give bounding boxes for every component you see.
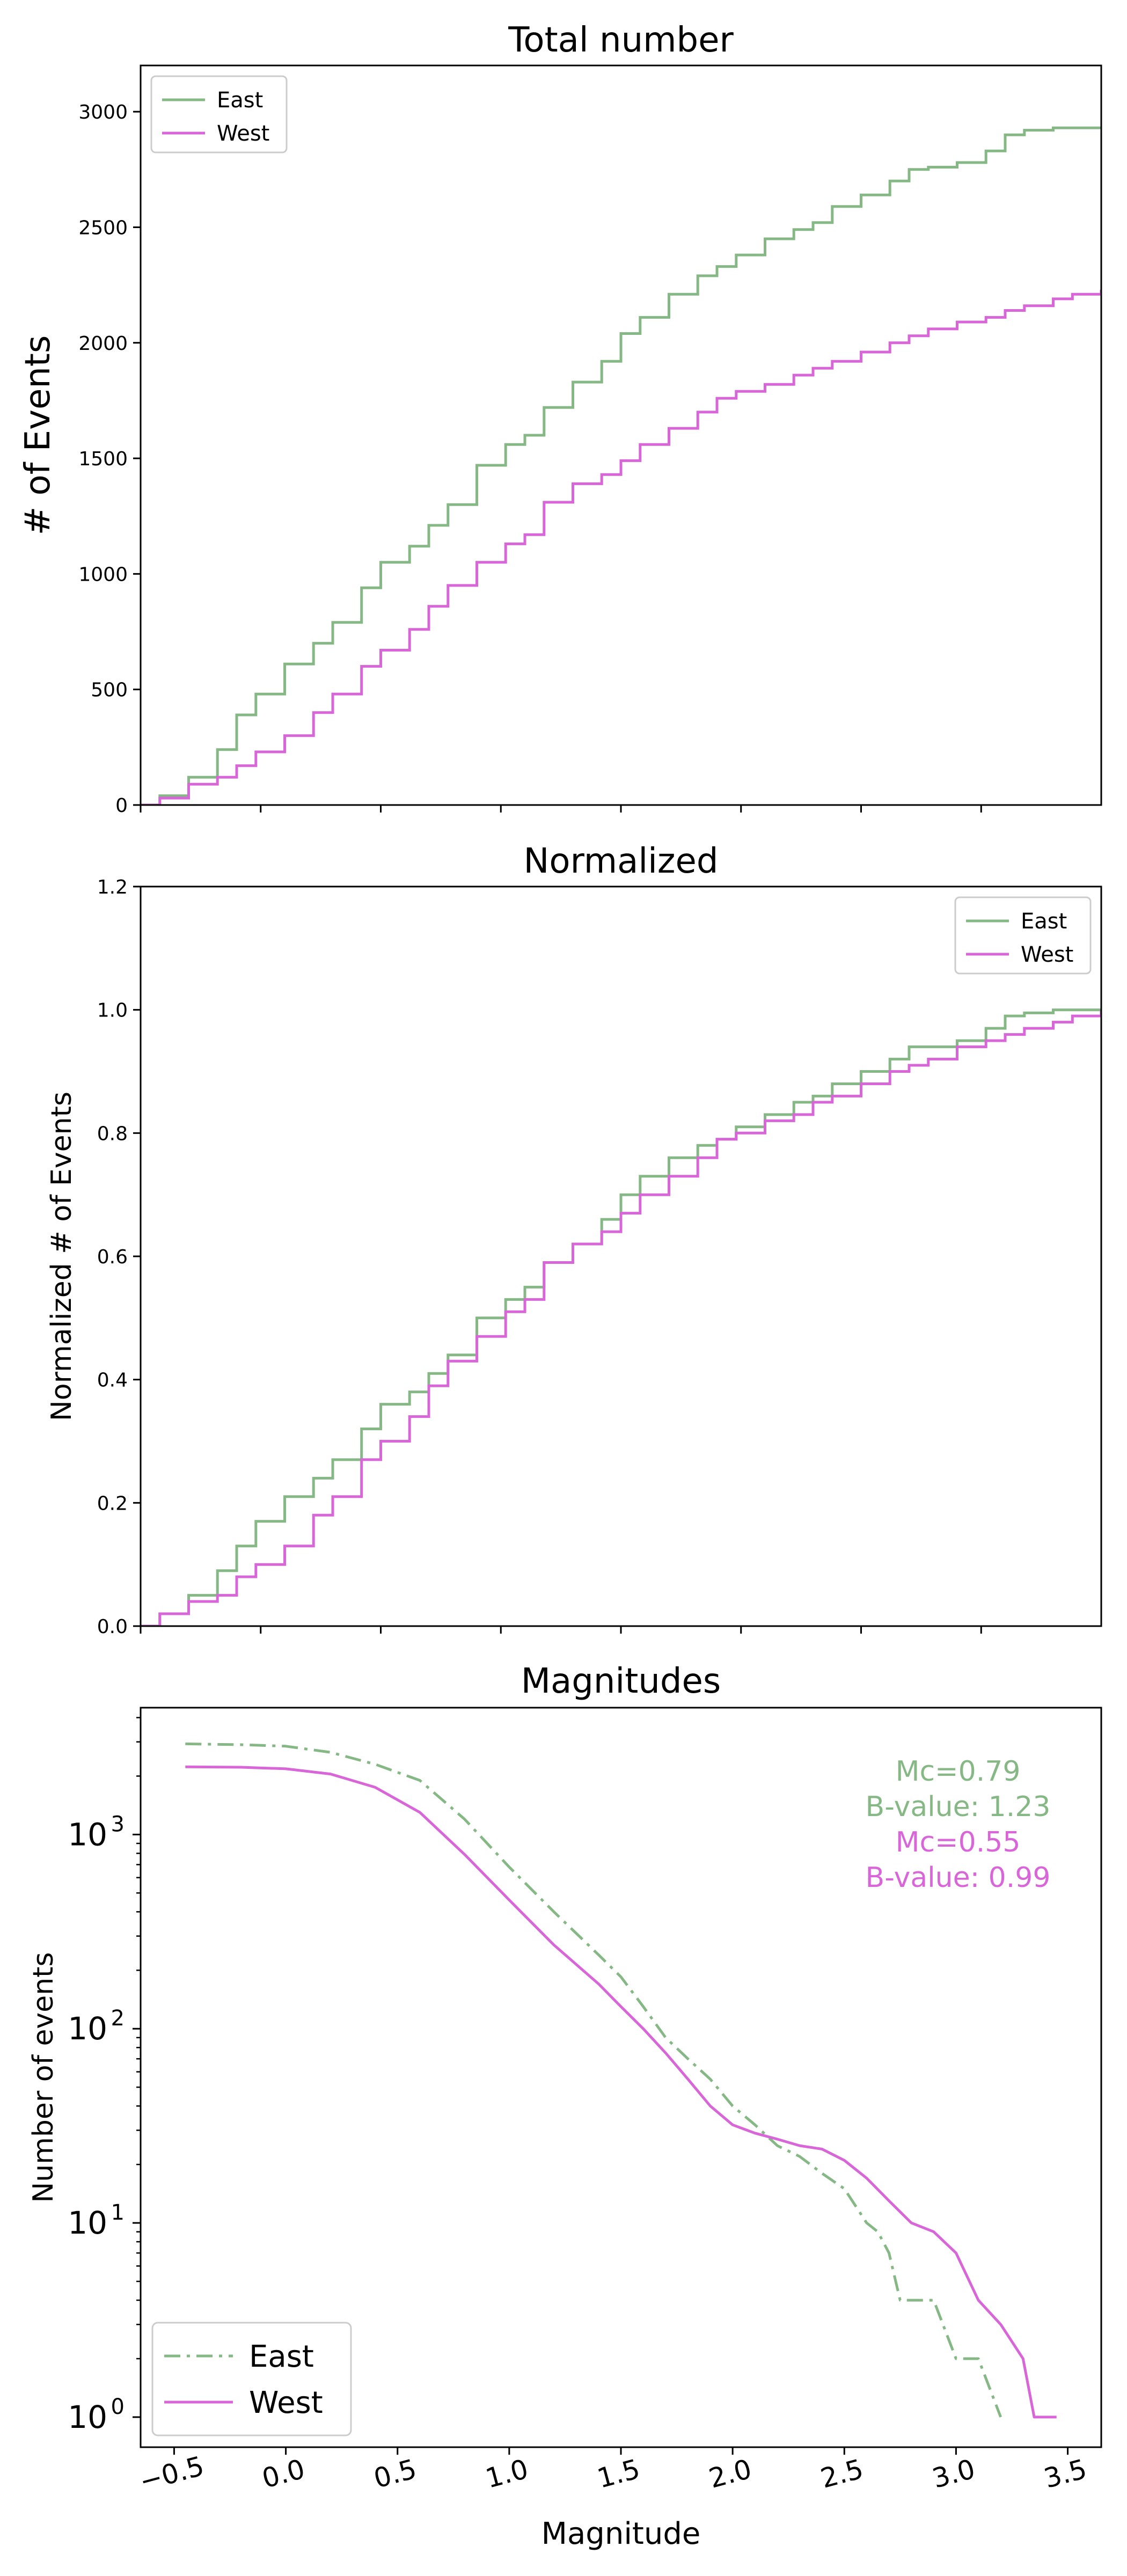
legend: East West xyxy=(954,896,1092,975)
y-tick-label: 10 3 xyxy=(68,1812,125,1853)
x-tick-label: 0.0 xyxy=(259,2453,308,2494)
series-line-east xyxy=(141,1008,1101,1626)
y-axis-label: Normalized # of Events xyxy=(46,1092,78,1421)
x-tick-label: 2.5 xyxy=(817,2453,867,2494)
annotation-text: Mc=0.55 xyxy=(896,1826,1021,1858)
y-tick-exp: 3 xyxy=(111,1812,125,1836)
x-tick-label: −0.5 xyxy=(136,2450,207,2497)
series-lines xyxy=(141,1008,1101,1626)
annotation-text: B-value: 0.99 xyxy=(866,1862,1051,1894)
x-tick-label: 3.0 xyxy=(929,2453,978,2494)
y-axis-label: Number of events xyxy=(27,1952,60,2202)
x-tick-label: 0.5 xyxy=(370,2453,420,2494)
y-tick-label: 1.0 xyxy=(97,1000,128,1022)
legend-box xyxy=(151,2322,352,2436)
y-tick-exp: 1 xyxy=(111,2200,125,2225)
y-tick-label: 2000 xyxy=(78,333,128,355)
y-tick-label: 0.4 xyxy=(97,1370,128,1392)
series-line-west xyxy=(141,289,1101,805)
y-tick-base: 10 xyxy=(68,2010,107,2047)
x-tick-label: 2.0 xyxy=(706,2453,755,2494)
y-tick-base: 10 xyxy=(68,2399,107,2435)
y-tick-base: 10 xyxy=(68,1816,107,1853)
y-tick-label: 2500 xyxy=(78,217,128,239)
x-axis-label: Magnitude xyxy=(541,2516,701,2551)
series-line-west xyxy=(141,1009,1101,1626)
y-axis-label: # of Events xyxy=(18,335,58,536)
y-tick-label: 3000 xyxy=(78,101,128,123)
series-lines xyxy=(141,126,1101,805)
legend-label-west: West xyxy=(217,121,269,146)
series-line-east xyxy=(141,126,1101,805)
annotation-text: B-value: 1.23 xyxy=(866,1791,1051,1823)
panel-title: Normalized xyxy=(524,841,719,881)
legend: East West xyxy=(150,75,288,153)
y-tick-label: 500 xyxy=(91,679,128,701)
panel-normalized: 0.0 0.2 0.4 0.6 0.8 1.0 1.2 Normalized Normalize… xyxy=(46,841,1102,1638)
series-line-east xyxy=(185,1742,1002,2418)
y-tick-label: 0.2 xyxy=(97,1492,128,1514)
y-tick-label: 1500 xyxy=(78,448,128,470)
y-tick-label: 0.8 xyxy=(97,1123,128,1145)
legend-label-west: West xyxy=(1021,942,1073,967)
x-tick-label: 1.0 xyxy=(482,2453,532,2494)
y-tick-label: 0 xyxy=(115,795,128,817)
x-tick-label: 1.5 xyxy=(594,2453,643,2494)
y-tick-exp: 0 xyxy=(111,2395,125,2419)
y-tick-label: 0.0 xyxy=(97,1616,128,1638)
panel-total: 0 500 1000 1500 2000 2500 3000 Total number # of… xyxy=(18,20,1102,817)
y-tick-label: 10 0 xyxy=(68,2395,125,2435)
series-lines xyxy=(185,1742,1057,2419)
panel-title: Total number xyxy=(508,20,734,60)
y-tick-label: 1000 xyxy=(78,564,128,586)
legend-label-west: West xyxy=(249,2385,323,2420)
y-tick-label: 10 2 xyxy=(68,2006,125,2047)
y-tick-base: 10 xyxy=(68,2205,107,2241)
legend-label-east: East xyxy=(217,88,263,113)
y-tick-label: 10 1 xyxy=(68,2200,125,2241)
legend-label-east: East xyxy=(1021,909,1067,934)
y-tick-label: 0.6 xyxy=(97,1246,128,1268)
y-tick-exp: 2 xyxy=(111,2006,125,2031)
y-tick-label: 1.2 xyxy=(97,876,128,898)
series-line-west xyxy=(185,1765,1057,2419)
annotation-text: Mc=0.79 xyxy=(896,1755,1021,1788)
legend: East West xyxy=(151,2322,352,2436)
x-tick-label: 3.5 xyxy=(1041,2453,1090,2494)
panel-title: Magnitudes xyxy=(521,1662,721,1701)
legend-label-east: East xyxy=(249,2339,314,2374)
